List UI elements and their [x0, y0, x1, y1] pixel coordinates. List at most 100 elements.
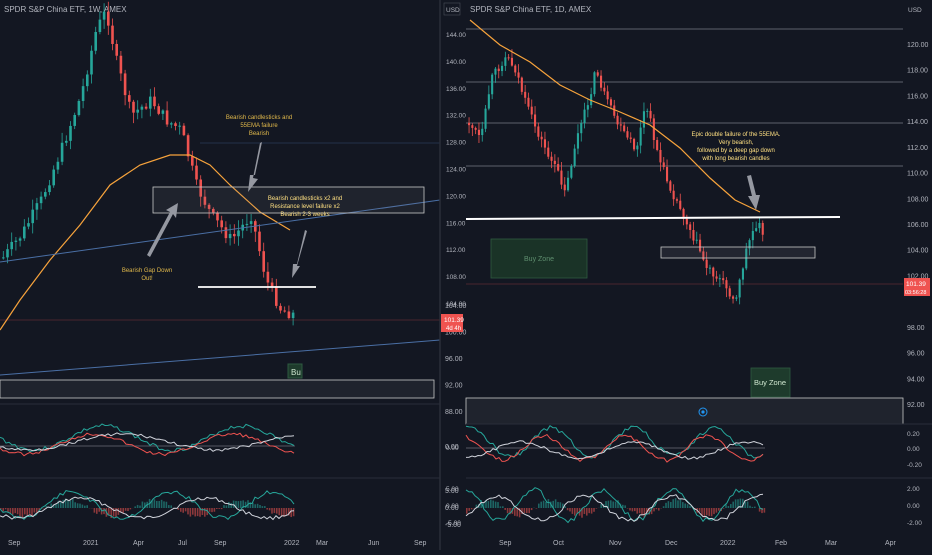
histogram-bar: [629, 508, 631, 511]
candle: [90, 51, 93, 75]
right-bottom-zone[interactable]: [466, 398, 903, 424]
candle: [153, 97, 156, 107]
right-left-price-tick: 112.00: [446, 247, 466, 254]
candle: [468, 123, 470, 125]
candle: [544, 139, 546, 147]
right-time-tick: Mar: [825, 540, 838, 547]
candle: [755, 228, 757, 231]
left-bottom-zone[interactable]: [0, 380, 434, 398]
candle: [739, 280, 741, 298]
histogram-bar: [567, 508, 569, 510]
histogram-bar: [209, 508, 211, 512]
histogram-bar: [569, 508, 571, 511]
candle: [620, 124, 622, 125]
candle: [488, 94, 490, 108]
candle: [267, 272, 270, 283]
histogram-bar: [293, 508, 295, 516]
histogram-bar: [543, 501, 545, 508]
candle: [518, 72, 520, 77]
candle: [673, 191, 675, 199]
histogram-bar: [608, 501, 610, 508]
left-price-tick: 88.00: [445, 409, 463, 416]
candle: [706, 260, 708, 268]
candle: [73, 115, 76, 126]
histogram-bar: [593, 508, 595, 512]
histogram-bar: [82, 505, 84, 508]
candle: [40, 197, 43, 204]
histogram-bar: [228, 502, 230, 508]
left-note-low-1: Bearish Gap Down: [122, 268, 172, 274]
candle: [475, 128, 477, 130]
histogram-bar: [639, 508, 641, 513]
histogram-bar: [531, 508, 533, 510]
candle: [630, 138, 632, 139]
right-note-1: Epic double failure of the 55EMA.: [691, 132, 780, 138]
left-buy-label: Bu: [291, 368, 301, 377]
histogram-bar: [677, 500, 679, 508]
histogram-bar: [586, 508, 588, 516]
candle: [31, 210, 34, 223]
candle: [547, 148, 549, 157]
candle: [742, 268, 744, 279]
right-osc2-right-label-2: 0.00: [907, 503, 920, 510]
right-last-price-label: 101.39: [906, 281, 926, 288]
histogram-bar: [94, 508, 96, 513]
histogram-bar: [747, 501, 749, 508]
candle: [567, 178, 569, 191]
candle: [178, 126, 181, 127]
candle: [2, 257, 5, 258]
histogram-bar: [689, 506, 691, 508]
candle: [149, 97, 152, 109]
histogram-bar: [269, 508, 271, 510]
left-time-tick: 2022: [284, 540, 300, 547]
candle: [560, 171, 562, 185]
histogram-bar: [233, 501, 235, 508]
histogram-bar: [166, 502, 168, 508]
candle: [262, 251, 265, 272]
histogram-bar: [278, 508, 280, 515]
candle: [564, 185, 566, 191]
histogram-bar: [466, 508, 468, 514]
right-countdown: 03:56:28: [905, 290, 926, 296]
right-price-tick: 94.00: [907, 376, 925, 383]
candle: [52, 170, 55, 186]
right-time-tick: 2022: [720, 540, 736, 547]
histogram-bar: [17, 508, 19, 514]
histogram-bar: [2, 508, 4, 511]
candle: [508, 57, 510, 58]
candle: [494, 69, 496, 75]
candle: [504, 57, 506, 66]
histogram-bar: [471, 508, 473, 509]
histogram-bar: [168, 505, 170, 508]
histogram-bar: [77, 503, 79, 508]
histogram-bar: [79, 504, 81, 508]
candle: [485, 109, 487, 129]
histogram-bar: [670, 502, 672, 508]
candle: [258, 232, 261, 252]
histogram-bar: [240, 501, 242, 508]
candle: [6, 249, 9, 257]
candle: [593, 72, 595, 94]
histogram-bar: [713, 508, 715, 514]
candle: [170, 123, 173, 124]
candle: [551, 157, 553, 161]
candle: [626, 131, 628, 137]
left-time-tick: Apr: [133, 540, 145, 547]
histogram-bar: [163, 501, 165, 508]
right-osc1-left-label: 0.00: [446, 445, 459, 452]
histogram-bar: [488, 501, 490, 508]
histogram-bar: [218, 508, 220, 509]
candle: [669, 181, 671, 190]
right-resistance-box[interactable]: [661, 247, 815, 258]
right-time-tick: Nov: [609, 540, 622, 547]
histogram-bar: [584, 508, 586, 514]
right-left-price-tick: 140.00: [446, 59, 466, 66]
histogram-bar: [636, 508, 638, 514]
histogram-bar: [682, 502, 684, 508]
candle: [23, 227, 26, 239]
candle: [607, 91, 609, 99]
candle: [69, 126, 72, 141]
histogram-bar: [180, 508, 182, 512]
candle: [128, 95, 131, 102]
